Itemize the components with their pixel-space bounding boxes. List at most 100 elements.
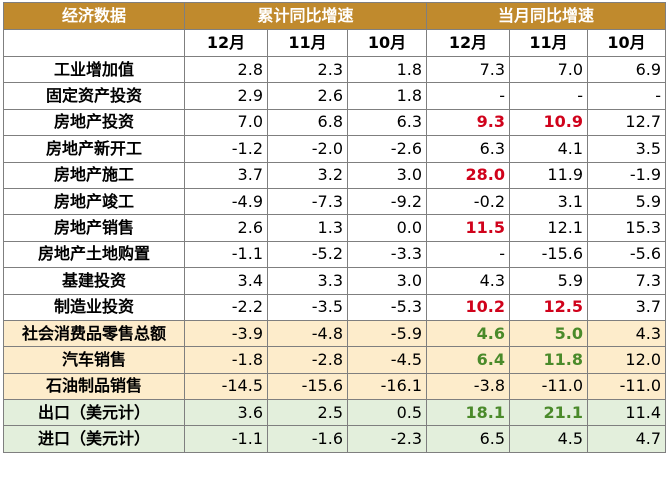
value-cell: 3.0 <box>346 161 428 189</box>
row-label: 固定资产投资 <box>3 82 185 110</box>
value-cell: 7.0 <box>184 108 268 137</box>
value-cell: 9.3 <box>426 108 511 137</box>
value-cell: 7.3 <box>587 267 667 295</box>
value-cell: -3.3 <box>346 240 428 269</box>
value-cell: - <box>587 82 667 110</box>
value-cell: 4.6 <box>426 319 511 348</box>
value-cell: -5.2 <box>267 240 348 269</box>
value-cell: -2.8 <box>267 346 348 374</box>
table-row: 房地产施工 3.7 3.2 3.0 28.0 11.9 -1.9 <box>3 161 667 189</box>
row-label: 房地产土地购置 <box>3 240 185 269</box>
value-cell: 18.1 <box>426 399 511 427</box>
value-cell: 3.7 <box>587 293 667 321</box>
value-cell: 5.9 <box>587 187 667 216</box>
value-cell: 3.1 <box>509 187 589 216</box>
value-cell: -3.8 <box>426 372 511 401</box>
value-cell: 0.0 <box>346 214 428 242</box>
cumulative-yoy-header: 累计同比增速 <box>183 2 428 30</box>
row-label: 出口（美元计） <box>3 399 185 427</box>
row-label: 房地产新开工 <box>3 135 185 163</box>
value-cell: 3.4 <box>184 267 268 295</box>
table-row: 固定资产投资 2.9 2.6 1.8- - - <box>3 82 667 110</box>
value-cell: 6.9 <box>587 55 667 84</box>
value-cell: -3.5 <box>267 293 348 321</box>
value-cell: -5.6 <box>587 240 667 269</box>
table-row: 石油制品销售 -14.5 -15.6 -16.1 -3.8 -11.0 -11.0 <box>3 372 667 401</box>
value-cell: 7.3 <box>426 55 511 84</box>
row-label: 房地产销售 <box>3 214 185 242</box>
value-cell: - <box>426 240 511 269</box>
table-row: 房地产销售 2.6 1.3 0.0 11.5 12.1 15.3 <box>3 214 667 242</box>
row-label: 进口（美元计） <box>3 425 185 453</box>
value-cell: -1.1 <box>184 240 268 269</box>
value-cell: 2.6 <box>184 214 268 242</box>
table-row: 社会消费品零售总额 -3.9 -4.8 -5.9 4.6 5.0 4.3 <box>3 319 667 348</box>
table-body: 工业增加值 2.8 2.3 1.8 7.3 7.0 6.9 固定资产投资 2.9 2.6 1.8- -… <box>3 55 667 453</box>
value-cell: -15.6 <box>267 372 348 401</box>
value-cell: 2.9 <box>184 82 268 110</box>
value-cell: 3.3 <box>267 267 348 295</box>
value-cell: -15.6 <box>509 240 589 269</box>
value-cell: 6.4 <box>426 346 511 374</box>
row-label: 房地产投资 <box>3 108 185 137</box>
value-cell: 1.8 <box>346 82 428 110</box>
table-row: 房地产新开工 -1.2 -2.0 -2.6 6.3 4.1 3.5 <box>3 135 667 163</box>
monthly-yoy-header: 当月同比增速 <box>426 2 667 30</box>
value-cell: -1.8 <box>184 346 268 374</box>
value-cell: -5.3 <box>346 293 428 321</box>
value-cell: 6.8 <box>267 108 348 137</box>
row-label: 基建投资 <box>3 267 185 295</box>
value-cell: -4.8 <box>267 319 348 348</box>
value-cell: 15.3 <box>587 214 667 242</box>
value-cell: 4.7 <box>587 425 667 453</box>
value-cell: 4.3 <box>587 319 667 348</box>
value-cell: -2.0 <box>267 135 348 163</box>
value-cell: -16.1 <box>346 372 428 401</box>
table-row: 房地产竣工 -4.9 -7.3 -9.2 -0.2 3.1 5.9 <box>3 187 667 216</box>
value-cell: 11.9 <box>509 161 589 189</box>
value-cell: -2.6 <box>346 135 428 163</box>
value-cell: 11.5 <box>426 214 511 242</box>
value-cell: 12.0 <box>587 346 667 374</box>
month-header: 11月 <box>267 29 348 57</box>
value-cell: -1.1 <box>184 425 268 453</box>
value-cell: 12.5 <box>509 293 589 321</box>
month-header: 11月 <box>509 29 589 57</box>
group-header-row: 经济数据 累计同比增速 当月同比增速 <box>3 2 667 30</box>
row-label: 工业增加值 <box>3 55 185 84</box>
row-label: 房地产施工 <box>3 161 185 189</box>
value-cell: 12.1 <box>509 214 589 242</box>
value-cell: 3.5 <box>587 135 667 163</box>
value-cell: 21.1 <box>509 399 589 427</box>
value-cell: 3.2 <box>267 161 348 189</box>
table-row: 制造业投资 -2.2 -3.5 -5.3 10.2 12.5 3.7 <box>3 293 667 321</box>
row-label: 房地产竣工 <box>3 187 185 216</box>
economic-data-table: 经济数据 累计同比增速 当月同比增速 12月 11月 10月 12月 11月 1… <box>3 2 667 453</box>
value-cell: -1.9 <box>587 161 667 189</box>
value-cell: -7.3 <box>267 187 348 216</box>
value-cell: -3.9 <box>184 319 268 348</box>
value-cell: 3.7 <box>184 161 268 189</box>
value-cell: -2.3 <box>346 425 428 453</box>
value-cell: -4.9 <box>184 187 268 216</box>
value-cell: 0.5 <box>346 399 428 427</box>
table-row: 出口（美元计） 3.6 2.5 0.5 18.1 21.1 11.4 <box>3 399 667 427</box>
month-header: 10月 <box>587 29 667 57</box>
value-cell: - <box>426 82 511 110</box>
month-header: 12月 <box>184 29 268 57</box>
value-cell: -5.9 <box>346 319 428 348</box>
value-cell: -9.2 <box>346 187 428 216</box>
value-cell: -1.6 <box>267 425 348 453</box>
value-cell: 7.0 <box>509 55 589 84</box>
value-cell: - <box>509 82 589 110</box>
value-cell: 2.8 <box>184 55 268 84</box>
value-cell: -1.2 <box>184 135 268 163</box>
value-cell: 1.8 <box>346 55 428 84</box>
value-cell: 28.0 <box>426 161 511 189</box>
indicator-header: 经济数据 <box>3 2 185 30</box>
value-cell: -4.5 <box>346 346 428 374</box>
value-cell: 2.3 <box>267 55 348 84</box>
value-cell: 2.6 <box>267 82 348 110</box>
value-cell: 11.4 <box>587 399 667 427</box>
value-cell: 11.8 <box>509 346 589 374</box>
